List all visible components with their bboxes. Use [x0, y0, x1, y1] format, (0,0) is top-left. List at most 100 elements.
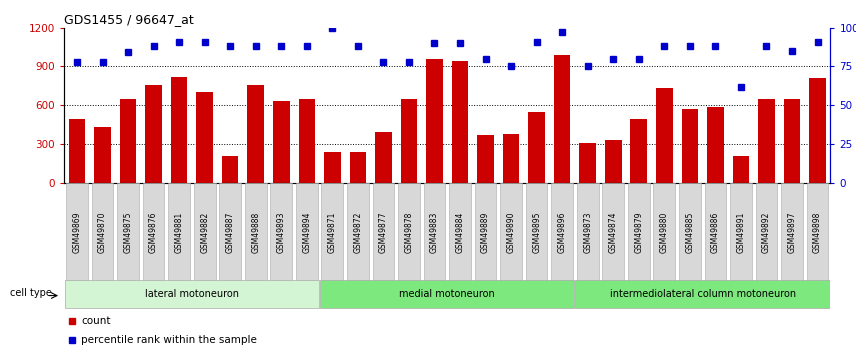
Bar: [120, 99, 136, 183]
FancyBboxPatch shape: [704, 183, 726, 281]
Bar: [94, 127, 110, 183]
Text: GSM49874: GSM49874: [609, 211, 618, 253]
FancyBboxPatch shape: [169, 183, 190, 281]
FancyBboxPatch shape: [219, 183, 241, 281]
Bar: [349, 152, 366, 183]
FancyBboxPatch shape: [398, 183, 419, 281]
FancyBboxPatch shape: [806, 183, 829, 281]
Bar: [656, 88, 673, 183]
Bar: [758, 99, 775, 183]
Text: cell type: cell type: [9, 288, 51, 298]
Bar: [222, 156, 239, 183]
Bar: [809, 78, 826, 183]
Bar: [784, 99, 800, 183]
Text: intermediolateral column motoneuron: intermediolateral column motoneuron: [609, 289, 796, 299]
FancyBboxPatch shape: [347, 183, 369, 281]
FancyBboxPatch shape: [475, 183, 496, 281]
Bar: [681, 109, 698, 183]
Bar: [68, 119, 86, 183]
Bar: [375, 132, 392, 183]
FancyBboxPatch shape: [117, 183, 139, 281]
Bar: [631, 119, 647, 183]
Text: medial motoneuron: medial motoneuron: [400, 289, 495, 299]
FancyBboxPatch shape: [193, 183, 216, 281]
FancyBboxPatch shape: [92, 183, 113, 281]
Bar: [502, 134, 520, 183]
Text: GSM49894: GSM49894: [302, 211, 312, 253]
Text: GDS1455 / 96647_at: GDS1455 / 96647_at: [64, 13, 194, 27]
FancyBboxPatch shape: [730, 183, 752, 281]
FancyBboxPatch shape: [65, 280, 319, 308]
Bar: [605, 140, 621, 183]
Text: GSM49896: GSM49896: [557, 211, 567, 253]
Bar: [196, 92, 213, 183]
Bar: [247, 85, 264, 183]
Text: GSM49878: GSM49878: [404, 211, 413, 253]
FancyBboxPatch shape: [143, 183, 164, 281]
FancyBboxPatch shape: [320, 280, 574, 308]
Bar: [299, 99, 315, 183]
Text: GSM49892: GSM49892: [762, 211, 771, 253]
Text: percentile rank within the sample: percentile rank within the sample: [81, 335, 257, 345]
Text: GSM49887: GSM49887: [226, 211, 235, 253]
Bar: [426, 59, 443, 183]
Bar: [273, 101, 289, 183]
Text: lateral motoneuron: lateral motoneuron: [145, 289, 239, 299]
FancyBboxPatch shape: [322, 183, 343, 281]
FancyBboxPatch shape: [575, 280, 829, 308]
Text: GSM49890: GSM49890: [507, 211, 515, 253]
Bar: [580, 143, 596, 183]
Text: GSM49872: GSM49872: [354, 211, 362, 253]
FancyBboxPatch shape: [372, 183, 395, 281]
FancyBboxPatch shape: [500, 183, 522, 281]
Bar: [478, 135, 494, 183]
Text: GSM49895: GSM49895: [532, 211, 541, 253]
FancyBboxPatch shape: [628, 183, 650, 281]
Text: GSM49875: GSM49875: [123, 211, 133, 253]
FancyBboxPatch shape: [577, 183, 598, 281]
Text: GSM49876: GSM49876: [149, 211, 158, 253]
Text: count: count: [81, 316, 110, 326]
Text: GSM49882: GSM49882: [200, 211, 209, 253]
Text: GSM49886: GSM49886: [710, 211, 720, 253]
Text: GSM49881: GSM49881: [175, 211, 184, 253]
FancyBboxPatch shape: [526, 183, 548, 281]
Text: GSM49870: GSM49870: [98, 211, 107, 253]
Bar: [452, 61, 468, 183]
Text: GSM49893: GSM49893: [276, 211, 286, 253]
Text: GSM49883: GSM49883: [430, 211, 439, 253]
Text: GSM49869: GSM49869: [73, 211, 81, 253]
FancyBboxPatch shape: [296, 183, 318, 281]
Text: GSM49879: GSM49879: [634, 211, 644, 253]
Text: GSM49873: GSM49873: [583, 211, 592, 253]
Text: GSM49889: GSM49889: [481, 211, 490, 253]
FancyBboxPatch shape: [245, 183, 266, 281]
Bar: [707, 107, 723, 183]
FancyBboxPatch shape: [653, 183, 675, 281]
Bar: [146, 85, 162, 183]
Bar: [171, 77, 187, 183]
FancyBboxPatch shape: [782, 183, 803, 281]
Text: GSM49880: GSM49880: [660, 211, 669, 253]
FancyBboxPatch shape: [424, 183, 445, 281]
Text: GSM49885: GSM49885: [686, 211, 694, 253]
FancyBboxPatch shape: [551, 183, 573, 281]
Text: GSM49884: GSM49884: [455, 211, 465, 253]
Text: GSM49897: GSM49897: [788, 211, 797, 253]
Text: GSM49871: GSM49871: [328, 211, 337, 253]
Text: GSM49891: GSM49891: [736, 211, 746, 253]
Text: GSM49877: GSM49877: [379, 211, 388, 253]
FancyBboxPatch shape: [270, 183, 292, 281]
Bar: [324, 152, 341, 183]
Bar: [733, 156, 749, 183]
FancyBboxPatch shape: [66, 183, 88, 281]
FancyBboxPatch shape: [603, 183, 624, 281]
Bar: [401, 99, 417, 183]
FancyBboxPatch shape: [756, 183, 777, 281]
FancyBboxPatch shape: [449, 183, 471, 281]
Text: GSM49898: GSM49898: [813, 211, 822, 253]
Text: GSM49888: GSM49888: [251, 211, 260, 253]
Bar: [528, 112, 545, 183]
FancyBboxPatch shape: [679, 183, 701, 281]
Bar: [554, 55, 570, 183]
